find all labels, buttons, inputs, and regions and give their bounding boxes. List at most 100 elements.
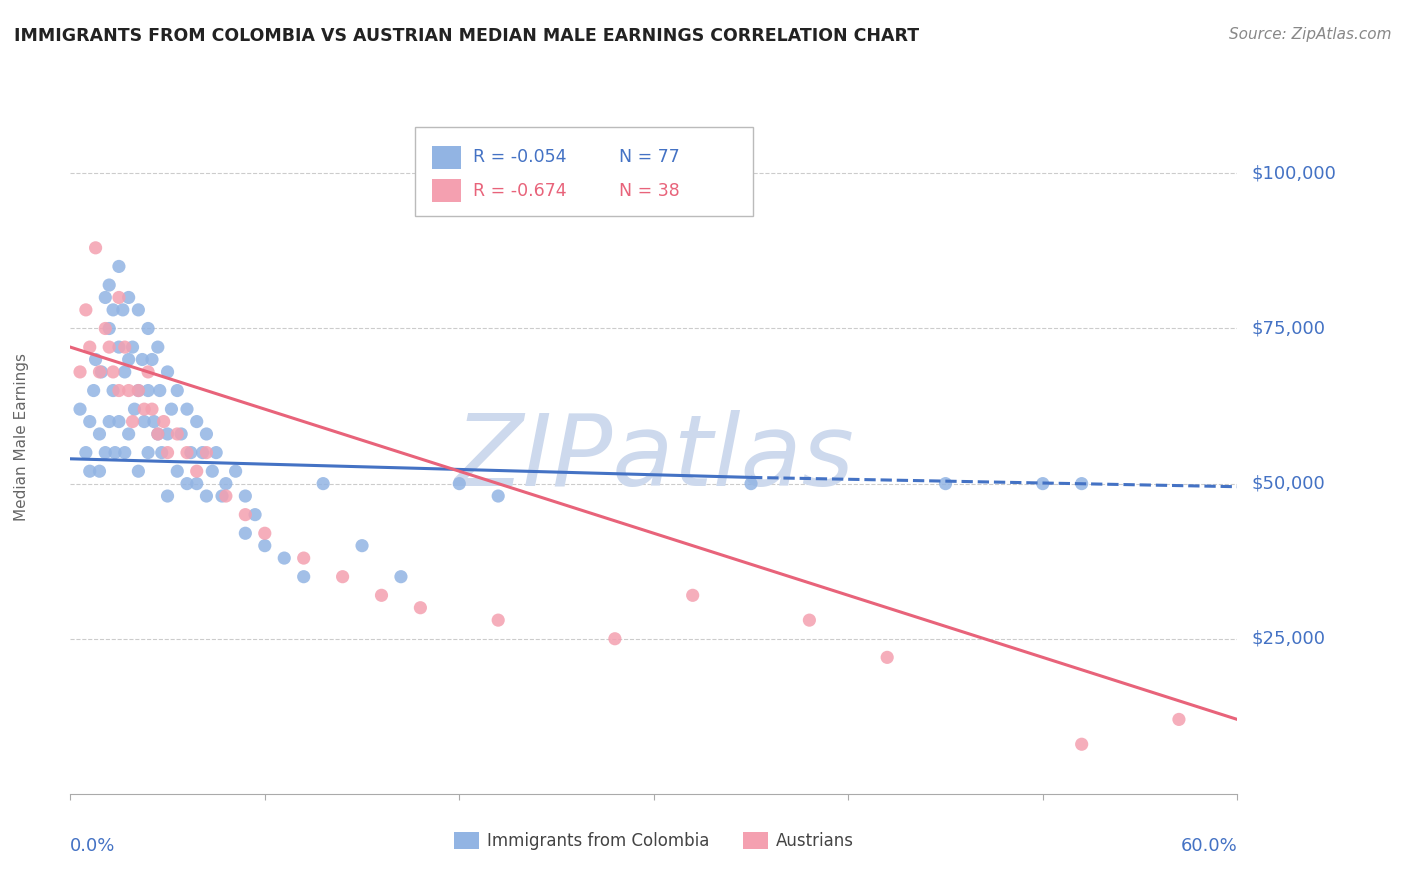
Point xyxy=(156,427,179,442)
Point xyxy=(114,340,136,354)
Point xyxy=(1070,737,1092,751)
Text: Source: ZipAtlas.com: Source: ZipAtlas.com xyxy=(1229,27,1392,42)
Point xyxy=(98,278,121,293)
Point xyxy=(136,384,159,398)
Point xyxy=(79,464,101,478)
Point xyxy=(409,600,432,615)
Point xyxy=(273,551,295,566)
Point xyxy=(79,340,101,354)
Point xyxy=(225,464,247,478)
Point xyxy=(156,445,179,459)
Point xyxy=(101,365,124,379)
Point xyxy=(94,290,117,304)
Point xyxy=(84,241,107,255)
Point xyxy=(486,613,509,627)
FancyBboxPatch shape xyxy=(415,127,754,216)
Point xyxy=(176,402,198,417)
Point xyxy=(233,489,256,503)
Point xyxy=(127,384,149,398)
Point xyxy=(101,302,124,317)
Point xyxy=(205,445,228,459)
Point xyxy=(876,650,898,665)
Text: $25,000: $25,000 xyxy=(1251,630,1326,648)
Point xyxy=(101,384,124,398)
Point xyxy=(89,365,111,379)
Point xyxy=(131,352,153,367)
Point xyxy=(1167,713,1189,727)
Point xyxy=(84,352,107,367)
Point xyxy=(118,384,141,398)
Point xyxy=(486,489,509,503)
Text: ZIPatlas: ZIPatlas xyxy=(454,410,853,507)
Text: R = -0.674: R = -0.674 xyxy=(472,182,567,200)
Point xyxy=(201,464,224,478)
Point xyxy=(108,260,131,274)
Point xyxy=(108,384,131,398)
Point xyxy=(89,427,111,442)
Point xyxy=(292,570,315,584)
Point xyxy=(136,445,159,459)
Point xyxy=(1032,476,1054,491)
Point xyxy=(111,302,134,317)
Point xyxy=(98,340,121,354)
Point xyxy=(104,445,127,459)
Point xyxy=(108,415,131,429)
Text: R = -0.054: R = -0.054 xyxy=(472,148,567,166)
Point xyxy=(141,402,163,417)
Point xyxy=(389,570,412,584)
Point xyxy=(195,445,218,459)
Text: $50,000: $50,000 xyxy=(1251,475,1324,492)
Point xyxy=(83,384,105,398)
Point xyxy=(136,365,159,379)
Point xyxy=(146,340,169,354)
Point xyxy=(127,384,149,398)
Point xyxy=(146,427,169,442)
Text: N = 38: N = 38 xyxy=(619,182,679,200)
Point xyxy=(94,445,117,459)
Point xyxy=(166,464,188,478)
Point xyxy=(352,539,374,553)
Point xyxy=(114,365,136,379)
Point xyxy=(176,476,198,491)
Point xyxy=(94,321,117,335)
Point xyxy=(118,290,141,304)
Point xyxy=(195,427,218,442)
Point xyxy=(142,415,165,429)
Point xyxy=(108,290,131,304)
Point xyxy=(176,445,198,459)
Point xyxy=(124,402,146,417)
Point xyxy=(156,365,179,379)
Point xyxy=(118,427,141,442)
Point xyxy=(141,352,163,367)
Point xyxy=(127,464,149,478)
Point xyxy=(98,415,121,429)
Text: $75,000: $75,000 xyxy=(1251,319,1326,337)
Point xyxy=(149,384,172,398)
Point xyxy=(292,551,315,566)
Point xyxy=(186,464,208,478)
Point xyxy=(118,352,141,367)
Point xyxy=(1070,476,1092,491)
Point xyxy=(682,588,704,602)
Point xyxy=(69,402,91,417)
Legend: Immigrants from Colombia, Austrians: Immigrants from Colombia, Austrians xyxy=(447,825,860,857)
Point xyxy=(90,365,112,379)
Point xyxy=(150,445,173,459)
FancyBboxPatch shape xyxy=(432,179,461,202)
Point xyxy=(799,613,821,627)
Point xyxy=(108,340,131,354)
Point xyxy=(186,415,208,429)
Text: N = 77: N = 77 xyxy=(619,148,679,166)
Point xyxy=(134,402,156,417)
Point xyxy=(136,321,159,335)
Point xyxy=(180,445,202,459)
Text: 60.0%: 60.0% xyxy=(1181,837,1237,855)
Point xyxy=(152,415,174,429)
Point xyxy=(127,302,149,317)
Point xyxy=(603,632,626,646)
Text: IMMIGRANTS FROM COLOMBIA VS AUSTRIAN MEDIAN MALE EARNINGS CORRELATION CHART: IMMIGRANTS FROM COLOMBIA VS AUSTRIAN MED… xyxy=(14,27,920,45)
Point xyxy=(233,526,256,541)
Point xyxy=(89,464,111,478)
Point xyxy=(191,445,214,459)
Point xyxy=(215,476,238,491)
